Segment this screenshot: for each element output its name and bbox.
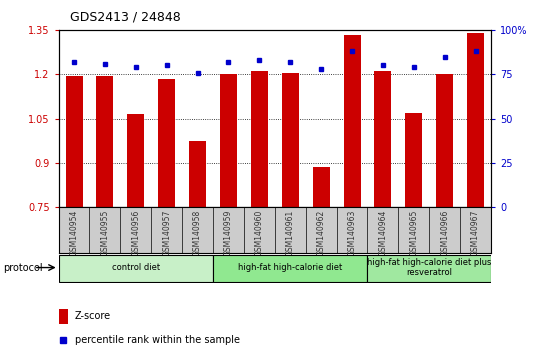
Text: protocol: protocol (3, 263, 42, 273)
Text: GSM140956: GSM140956 (131, 210, 140, 256)
Text: GSM140954: GSM140954 (70, 210, 79, 256)
Bar (282, 73, 299, 207)
Text: GSM140962: GSM140962 (316, 210, 326, 256)
Text: GSM140960: GSM140960 (255, 210, 264, 256)
Bar (158, 79, 175, 207)
Text: GSM140961: GSM140961 (286, 210, 295, 256)
Bar (405, 113, 422, 207)
Text: GSM140957: GSM140957 (162, 210, 171, 256)
Bar (368, 255, 491, 282)
Bar (65, 76, 83, 207)
Bar (97, 76, 113, 207)
Bar (59, 255, 213, 282)
Text: control diet: control diet (112, 263, 160, 272)
Text: GSM140955: GSM140955 (100, 210, 109, 256)
Bar (251, 72, 268, 207)
Bar (59, 309, 68, 324)
Bar (374, 72, 391, 207)
Text: high-fat high-calorie diet plus
resveratrol: high-fat high-calorie diet plus resverat… (367, 258, 492, 277)
Text: GSM140959: GSM140959 (224, 210, 233, 256)
Text: Z-score: Z-score (75, 312, 110, 321)
Text: high-fat high-calorie diet: high-fat high-calorie diet (238, 263, 343, 272)
Text: GSM140958: GSM140958 (193, 210, 202, 256)
Text: GDS2413 / 24848: GDS2413 / 24848 (70, 11, 180, 24)
Bar (127, 114, 145, 207)
Bar (220, 74, 237, 207)
Text: GSM140963: GSM140963 (348, 210, 357, 256)
Bar (312, 167, 330, 207)
Bar (213, 255, 368, 282)
Bar (467, 33, 484, 207)
Text: GSM140964: GSM140964 (378, 210, 387, 256)
Bar (344, 35, 360, 207)
Text: percentile rank within the sample: percentile rank within the sample (75, 335, 239, 346)
Bar (436, 74, 453, 207)
Text: GSM140967: GSM140967 (471, 210, 480, 256)
Text: GSM140966: GSM140966 (440, 210, 449, 256)
Bar (189, 141, 206, 207)
Text: GSM140965: GSM140965 (410, 210, 418, 256)
